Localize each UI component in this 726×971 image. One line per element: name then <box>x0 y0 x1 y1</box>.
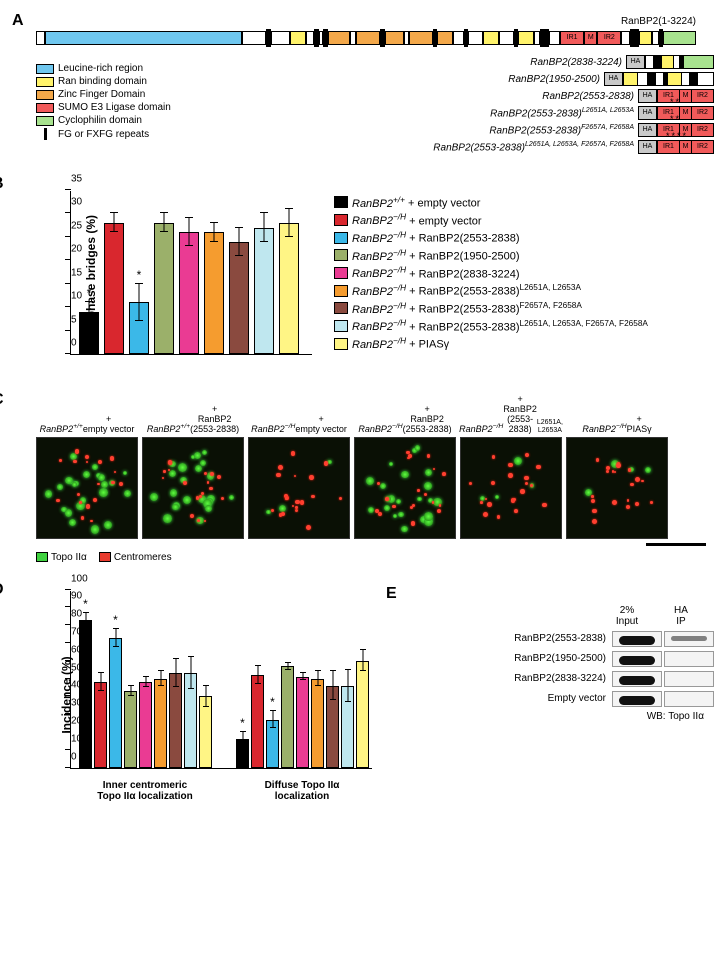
blot-header: 2%InputHAIP <box>396 605 714 627</box>
panel-e: E 2%InputHAIP RanBP2(2553-2838)RanBP2(19… <box>376 585 714 805</box>
panel-b: B Anaphase bridges (%) 05101520253035** … <box>12 175 714 373</box>
scale-bar <box>646 543 706 546</box>
full-construct-label: RanBP2(1-3224) <box>36 16 696 27</box>
panel-e-label: E <box>386 585 397 603</box>
panel-c-legend: Topo IIαCentromeres <box>36 552 714 563</box>
chart-b-plot: 05101520253035** <box>70 191 312 355</box>
chart-d-plot: 0102030405060708090100**Inner centromeri… <box>70 591 372 769</box>
panel-d-label: D <box>0 581 4 599</box>
panel-b-label: B <box>0 175 4 193</box>
wb-caption: WB: Topo IIα <box>396 711 714 722</box>
panel-c: C RanBP2+/+ +empty vectorRanBP2+/+ +RanB… <box>12 391 714 563</box>
chart-b: Anaphase bridges (%) 05101520253035** <box>36 183 316 373</box>
panel-a-legend: Leucine-rich regionRan binding domainZin… <box>36 63 216 157</box>
panel-a: A RanBP2(1-3224) IR1MIR2 Leucine-rich re… <box>12 12 714 157</box>
chart-d: Incidence (%) 0102030405060708090100**In… <box>36 585 376 805</box>
constructs-list: RanBP2(2838-3224)HARanBP2(1950-2500)HARa… <box>216 55 714 157</box>
full-construct-wrap: RanBP2(1-3224) IR1MIR2 <box>36 16 696 49</box>
chart-b-legend: RanBP2+/+ + empty vectorRanBP2−/H + empt… <box>334 183 648 373</box>
micrograph-row: RanBP2+/+ +empty vectorRanBP2+/+ +RanBP2… <box>36 395 714 539</box>
panel-d-e-row: D Incidence (%) 0102030405060708090100**… <box>12 581 714 805</box>
panel-c-label: C <box>0 391 4 409</box>
blot-rows: RanBP2(2553-2838)RanBP2(1950-2500)RanBP2… <box>396 631 714 707</box>
panel-a-label: A <box>12 12 24 30</box>
full-construct-diagram: IR1MIR2 <box>36 27 696 49</box>
